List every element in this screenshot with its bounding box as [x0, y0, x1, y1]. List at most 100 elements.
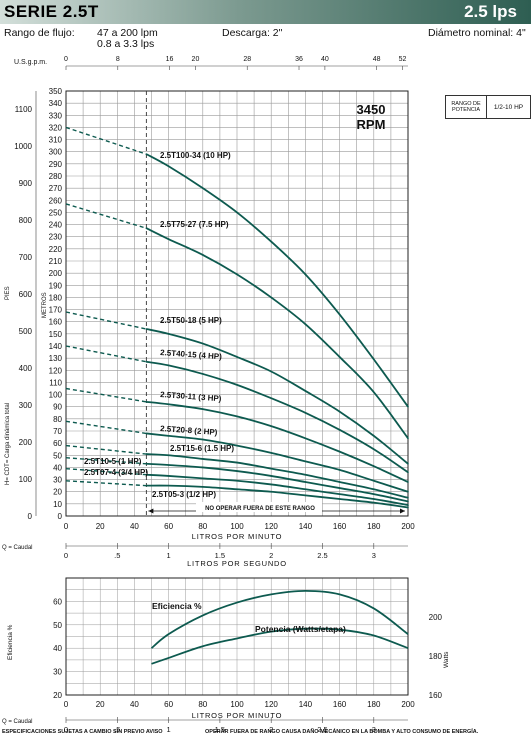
y-tick-label: 120 [49, 366, 63, 375]
feet-tick-label: 1100 [15, 105, 33, 114]
lps-tick-label: 2 [269, 725, 273, 734]
watts-tick-label: 180 [429, 652, 443, 661]
x-tick-label-bottom: 0 [64, 700, 69, 709]
feet-tick-label: 400 [19, 364, 33, 373]
y-tick-label: 270 [49, 184, 63, 193]
y-tick-label: 0 [58, 512, 63, 521]
y-tick-label: 30 [53, 476, 62, 485]
y-tick-label: 170 [49, 306, 63, 315]
lps-axis-title: LITROS POR SEGUNDO [187, 559, 287, 568]
diameter-label: Diámetro nominal: 4" [428, 27, 526, 39]
feet-tick-label: 900 [19, 179, 33, 188]
lps-tick-label: 2 [269, 551, 273, 560]
capacity-label: 2.5 lps [464, 2, 517, 21]
flow-range-lpm: 47 a 200 lpm [97, 27, 158, 39]
x-tick-label: 180 [367, 522, 381, 531]
x-tick-label: 20 [96, 522, 105, 531]
pump-curve [145, 153, 409, 408]
y-tick-label: 180 [49, 293, 63, 302]
watts-tick-label: 200 [429, 613, 443, 622]
x-tick-label-bottom: 160 [333, 700, 347, 709]
pump-curve [146, 432, 409, 493]
lps-tick-label: 2.5 [317, 725, 327, 734]
plot-frame [65, 90, 409, 517]
rpm-unit: RPM [357, 117, 386, 132]
rpm-value: 3450 [357, 102, 386, 117]
lps-tick-label: .5 [114, 551, 120, 560]
x-tick-label: 160 [333, 522, 347, 531]
y-tick-label: 200 [49, 269, 63, 278]
x-tick-label: 120 [265, 522, 279, 531]
lps-tick-label: 1 [167, 725, 171, 734]
lps-tick-label: 0 [64, 551, 68, 560]
range-note: NO OPERAR FUERA DE ESTE RANGO [205, 506, 315, 512]
curve-label: 2.5T50-18 (5 HP) [160, 316, 222, 325]
y-tick-label: 60 [53, 439, 62, 448]
watts-axis-title: Watts [443, 651, 450, 668]
lps-tick-label: 3 [372, 725, 376, 734]
y-tick-label: 110 [49, 378, 62, 387]
q-caudal-label: Q = Caudal [2, 545, 33, 551]
pump-curve [146, 462, 409, 503]
y-tick-label: 150 [49, 330, 63, 339]
gpm-tick-label: 0 [64, 56, 68, 63]
y-tick-label: 260 [49, 196, 63, 205]
feet-tick-label: 700 [19, 253, 33, 262]
pump-curve [146, 360, 409, 474]
gpm-axis-title: U.S.g.p.m. [14, 59, 47, 66]
curve-label: 2.5T15-6 (1.5 HP) [170, 444, 234, 453]
curve-label: 2.5T75-27 (7.5 HP) [160, 220, 229, 229]
x-tick-label: 0 [64, 522, 69, 531]
feet-tick-label: 200 [19, 438, 33, 447]
x-tick-label-bottom: 40 [130, 700, 139, 709]
lps-tick-label: 1 [167, 551, 171, 560]
feet-tick-label: 500 [19, 327, 33, 336]
x-axis-title: LITROS POR MINUTO [192, 532, 283, 541]
y-tick-label: 220 [49, 245, 63, 254]
curve-label: 2.5T100-34 (10 HP) [160, 151, 231, 160]
x-tick-label: 100 [230, 522, 244, 531]
curve-label: 2.5T10-5 (1 HP) [84, 457, 142, 466]
x-tick-label: 140 [299, 522, 313, 531]
plot-frame-bottom [65, 577, 409, 696]
curve-label: 2.5T05-3 (1/2 HP) [152, 490, 216, 499]
efficiency-tick-label: 20 [53, 691, 62, 700]
y-tick-label: 250 [49, 208, 63, 217]
curve-label: 2.5T30-11 (3 HP) [160, 390, 222, 403]
pump-curve [146, 453, 409, 499]
footer-warning: OPERAR FUERA DE RANGO CAUSA DAÑO MECÁNIC… [205, 729, 479, 735]
flow-range-label: Rango de flujo: [4, 27, 75, 39]
power-range-legend: RANGO DE POTENCIA 1/2-10 HP [445, 95, 531, 119]
x-tick-label: 60 [164, 522, 173, 531]
feet-tick-label: 100 [19, 475, 33, 484]
y-tick-label: 140 [49, 342, 63, 351]
feet-tick-label: 1000 [14, 142, 32, 151]
meters-unit-label: METROS [42, 292, 48, 318]
y-tick-label: 300 [49, 148, 63, 157]
pump-curve [146, 328, 409, 465]
y-tick-label: 10 [53, 500, 62, 509]
y-tick-label: 20 [53, 488, 62, 497]
x-tick-label-bottom: 60 [164, 700, 173, 709]
footer-disclaimer: ESPECIFICACIONES SUJETAS A CAMBIO SIN PR… [2, 729, 163, 735]
curve-label: 2.5T40-15 (4 HP) [160, 348, 223, 361]
y-tick-label: 350 [49, 87, 63, 96]
x-tick-label-bottom: 180 [367, 700, 381, 709]
curve-label: 2.5T20-8 (2 HP) [160, 424, 218, 437]
feet-unit-label: PIES [5, 286, 11, 300]
x-tick-label-bottom: 140 [299, 700, 313, 709]
y-tick-label: 90 [53, 403, 62, 412]
y-tick-label: 340 [49, 99, 63, 108]
series-title: SERIE 2.5T [4, 2, 99, 21]
x-tick-label-bottom: 200 [401, 700, 415, 709]
lps-tick-label: 1.5 [215, 551, 225, 560]
power-curve-label: Potencia (Watts/etapa) [255, 624, 346, 634]
gpm-tick-label: 28 [243, 56, 251, 63]
y-tick-label: 310 [49, 136, 63, 145]
feet-tick-label: 0 [28, 512, 33, 521]
y-tick-label: 320 [49, 123, 63, 132]
lps-tick-label: .5 [114, 725, 120, 734]
x-tick-label-bottom: 80 [198, 700, 207, 709]
y-tick-label: 70 [53, 427, 62, 436]
y-axis-title: H= CDT= Carga dinámica total [5, 403, 11, 485]
